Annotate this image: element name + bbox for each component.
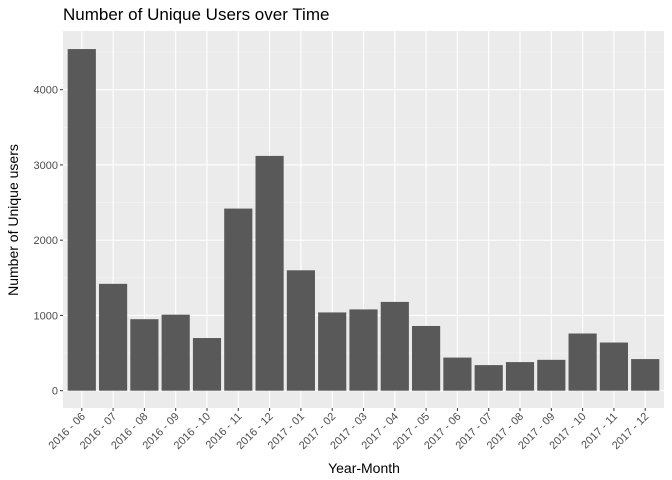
bar: [380, 301, 409, 391]
bar: [537, 359, 566, 391]
bar: [318, 312, 347, 391]
y-tick-label: 0: [52, 386, 58, 398]
y-axis-title: Number of Unique users: [5, 144, 21, 296]
y-tick-label: 4000: [34, 85, 58, 97]
bar: [599, 342, 629, 391]
bar: [286, 270, 315, 391]
bar: [568, 333, 597, 391]
bar: [130, 319, 159, 391]
bar: [67, 49, 96, 391]
bar: [412, 325, 441, 391]
bar: [631, 359, 660, 391]
y-tick-label: 2000: [34, 235, 58, 247]
x-axis-title: Year-Month: [328, 460, 400, 476]
bar: [349, 309, 378, 391]
bar: [255, 155, 284, 391]
bar: [161, 314, 190, 391]
bar: [443, 357, 472, 391]
y-tick-label: 1000: [34, 310, 58, 322]
bar: [474, 365, 503, 391]
bars: [67, 49, 660, 391]
chart-title: Number of Unique Users over Time: [63, 5, 329, 24]
bar: [224, 208, 253, 391]
y-tick-label: 3000: [34, 160, 58, 172]
bar: [192, 338, 222, 391]
bar: [98, 283, 128, 391]
bar: [505, 362, 535, 391]
y-axis: 0 1000 2000 3000 4000: [34, 85, 63, 398]
